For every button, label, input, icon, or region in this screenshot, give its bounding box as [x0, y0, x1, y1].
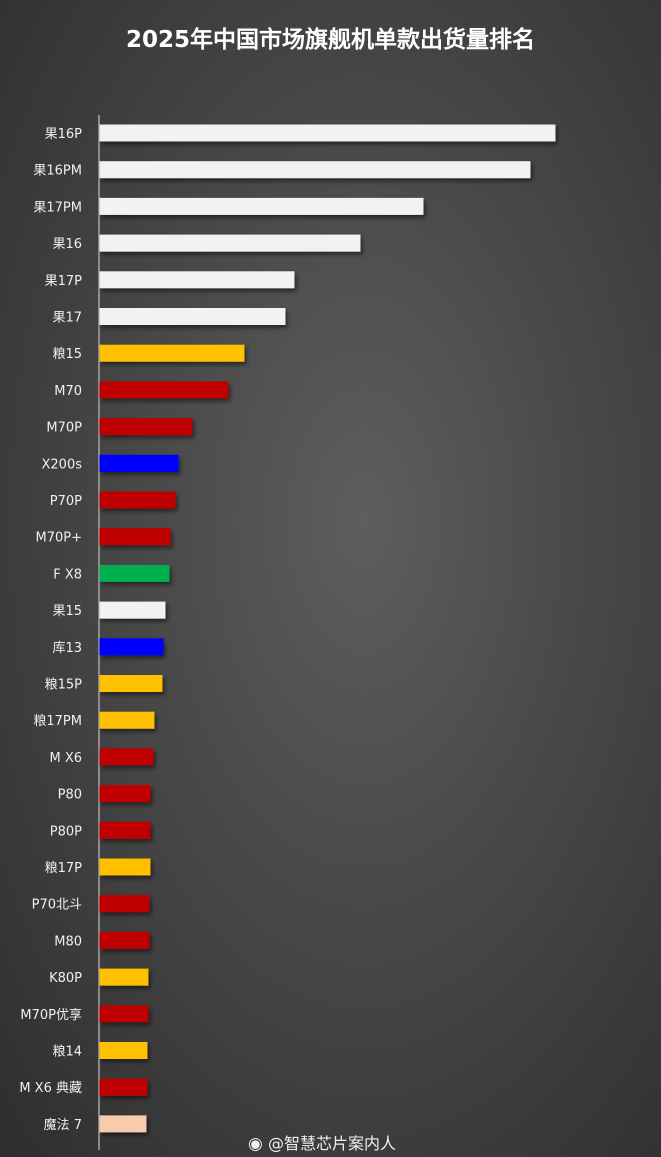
bar: [99, 564, 170, 582]
category-label: F X8: [53, 567, 82, 582]
bar: [99, 638, 164, 656]
bar: [99, 895, 150, 913]
category-label: M X6 典藏: [19, 1081, 82, 1096]
category-label: 粮17P: [45, 861, 83, 876]
bar: [99, 931, 150, 949]
category-label: 粮15P: [45, 678, 83, 693]
category-label: 粮14: [52, 1045, 82, 1060]
watermark: ◉ @智慧芯片案内人: [248, 1130, 396, 1154]
bar: [99, 968, 149, 986]
category-label: P80P: [50, 824, 82, 839]
bar: [99, 161, 531, 179]
category-label: M70P: [46, 421, 82, 436]
watermark-text: @智慧芯片案内人: [267, 1134, 396, 1153]
category-label: 果17: [52, 311, 82, 326]
bar: [99, 1005, 149, 1023]
bar: [99, 344, 245, 362]
category-label: 魔法 7: [44, 1118, 82, 1133]
category-label: P70北斗: [32, 898, 82, 913]
category-label: 库13: [52, 640, 82, 656]
bar: [99, 785, 151, 803]
category-label: 果16P: [45, 127, 83, 142]
bar: [99, 197, 424, 215]
bar: [99, 1078, 148, 1096]
bar: [99, 821, 151, 839]
bar: [99, 491, 176, 509]
category-label: X200s: [42, 457, 83, 472]
bar: [99, 124, 556, 142]
weibo-icon: ◉: [248, 1134, 263, 1154]
category-label: K80P: [49, 971, 82, 986]
bar: [99, 748, 154, 766]
bar: [99, 711, 155, 729]
bar: [99, 418, 193, 436]
category-label: 粮17PM: [33, 714, 82, 729]
category-label: 果17PM: [33, 200, 82, 215]
category-label: 粮15: [52, 347, 82, 362]
category-label: 果15: [52, 604, 82, 619]
bar: [99, 234, 361, 252]
category-label: 果16: [52, 237, 82, 252]
category-label: P70P: [50, 494, 82, 509]
bar: [99, 858, 151, 876]
category-label: 果16PM: [33, 164, 82, 179]
bar: [99, 271, 295, 289]
bar: [99, 1042, 148, 1059]
category-label: M70P+: [36, 531, 83, 546]
bar: [99, 454, 179, 472]
category-label: M70P优享: [20, 1007, 82, 1023]
category-label: P80: [58, 788, 82, 803]
category-label: M80: [54, 934, 82, 949]
category-label: 果17P: [45, 274, 83, 289]
bar: [99, 601, 166, 619]
chart-title: 2025年中国市场旗舰机单款出货量排名: [125, 27, 535, 53]
bar: [99, 381, 229, 399]
category-label: M X6: [49, 751, 82, 766]
bar: [99, 528, 171, 546]
bar: [99, 675, 163, 692]
bar: [99, 308, 286, 325]
bar: [99, 1115, 147, 1133]
category-label: M70: [54, 384, 82, 399]
